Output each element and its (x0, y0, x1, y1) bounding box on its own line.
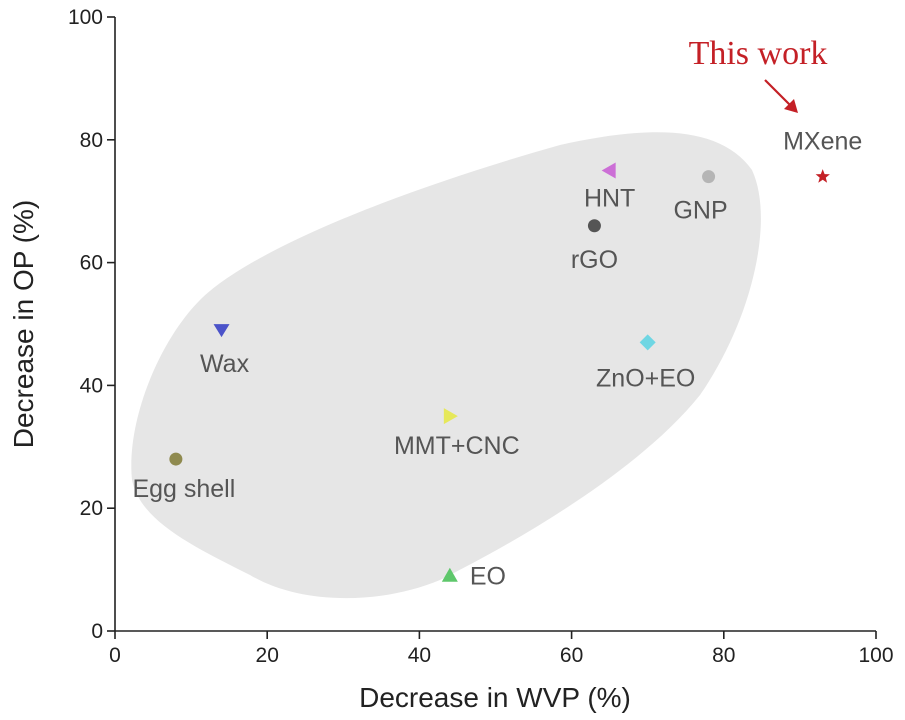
x-tick-label: 20 (256, 644, 279, 667)
data-points (169, 162, 830, 582)
point-rgo (587, 219, 601, 233)
y-tick-label: 0 (91, 620, 103, 643)
y-tick-label: 20 (80, 497, 103, 520)
y-tick-label: 80 (80, 129, 103, 152)
x-tick-label: 40 (408, 644, 431, 667)
point-wax (213, 324, 230, 338)
x-tick-label: 100 (858, 644, 893, 667)
y-tick-label: 40 (80, 374, 103, 397)
point-hnt (601, 162, 616, 179)
point-labels: Egg shell Wax MMT+CNC EO rGO HNT ZnO+EO GNP MXen… (132, 128, 862, 591)
point-label: Egg shell (132, 475, 235, 503)
y-tick-label: 60 (80, 252, 103, 275)
highlight-region (131, 132, 761, 599)
annotation-text: This work (689, 35, 828, 72)
point-label: rGO (571, 246, 618, 274)
x-tick-label: 60 (560, 644, 583, 667)
y-axis-title: Decrease in OP (%) (8, 200, 39, 448)
point-gnp (702, 170, 716, 184)
x-tick-label: 80 (712, 644, 735, 667)
point-eo (441, 567, 458, 582)
point-egg-shell (169, 452, 183, 466)
axes (114, 17, 876, 632)
x-tick-label: 0 (109, 644, 121, 667)
annotation-arrow-head (784, 99, 798, 113)
y-ticks: 0 20 40 60 80 100 (68, 6, 115, 643)
annotation-arrow (764, 79, 794, 109)
point-label: MXene (783, 128, 862, 156)
point-zno-eo (639, 334, 656, 351)
point-label: MMT+CNC (394, 432, 520, 460)
y-tick-label: 100 (68, 6, 103, 29)
point-label: ZnO+EO (596, 364, 695, 392)
point-label: Wax (200, 350, 250, 378)
x-axis-title: Decrease in WVP (%) (359, 682, 631, 713)
point-label: EO (470, 563, 506, 591)
point-mxene (815, 169, 830, 183)
point-label: GNP (673, 197, 727, 225)
x-ticks: 0 20 40 60 80 100 (109, 631, 894, 667)
point-label: HNT (584, 185, 635, 213)
annotation-group: This work (689, 35, 828, 113)
point-mmt-cnc (443, 408, 458, 425)
